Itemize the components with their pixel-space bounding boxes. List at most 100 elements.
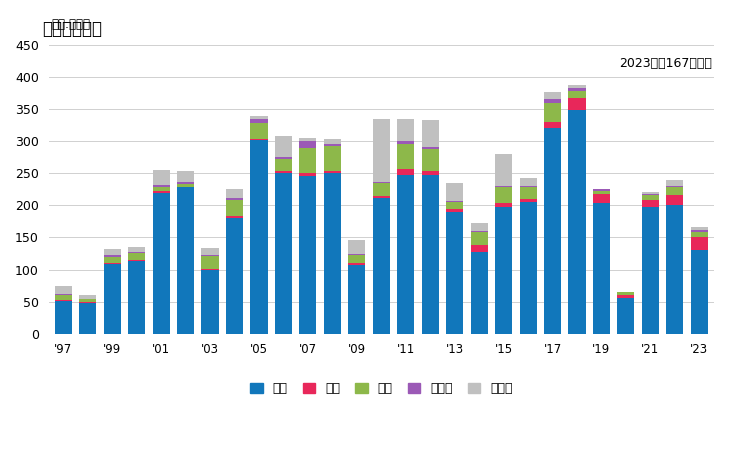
Bar [569, 85, 585, 88]
Bar [471, 231, 488, 232]
Bar [128, 261, 145, 334]
Bar [666, 187, 683, 195]
Bar [348, 240, 365, 254]
Bar [544, 103, 561, 122]
Bar [569, 91, 585, 98]
Bar [642, 195, 659, 200]
Bar [324, 144, 341, 146]
Bar [55, 295, 72, 300]
Bar [495, 186, 512, 187]
Bar [348, 256, 365, 263]
Bar [104, 265, 121, 334]
Bar [495, 207, 512, 334]
Bar [520, 199, 537, 202]
Bar [642, 207, 659, 334]
Bar [275, 157, 292, 158]
Bar [348, 254, 365, 256]
Bar [275, 136, 292, 157]
Bar [348, 265, 365, 334]
Bar [300, 176, 316, 334]
Bar [152, 191, 170, 193]
Bar [177, 184, 194, 187]
Text: 2023年：167万トン: 2023年：167万トン [619, 58, 712, 70]
Bar [421, 149, 439, 171]
Bar [495, 203, 512, 207]
Bar [446, 201, 463, 202]
Bar [520, 187, 537, 199]
Bar [275, 173, 292, 334]
Bar [495, 187, 512, 203]
Legend: 米国, 豪州, タイ, インド, その他: 米国, 豪州, タイ, インド, その他 [245, 378, 518, 401]
Bar [593, 189, 610, 191]
Bar [128, 253, 145, 260]
Bar [55, 300, 72, 301]
Bar [55, 301, 72, 334]
Bar [152, 170, 170, 185]
Bar [324, 171, 341, 173]
Bar [544, 122, 561, 128]
Bar [593, 194, 610, 203]
Bar [324, 146, 341, 171]
Bar [691, 232, 708, 237]
Bar [226, 198, 243, 200]
Bar [79, 303, 96, 334]
Bar [201, 248, 219, 255]
Bar [251, 119, 268, 122]
Bar [446, 202, 463, 208]
Bar [177, 187, 194, 334]
Bar [226, 216, 243, 218]
Bar [348, 263, 365, 265]
Bar [520, 186, 537, 187]
Bar [324, 173, 341, 334]
Bar [373, 196, 390, 198]
Bar [446, 208, 463, 212]
Bar [104, 249, 121, 256]
Bar [275, 171, 292, 173]
Bar [152, 187, 170, 191]
Bar [520, 178, 537, 186]
Bar [691, 250, 708, 334]
Bar [373, 182, 390, 183]
Bar [421, 175, 439, 334]
Bar [397, 169, 414, 175]
Bar [666, 195, 683, 205]
Bar [152, 185, 170, 187]
Bar [373, 119, 390, 182]
Bar [397, 141, 414, 144]
Bar [397, 175, 414, 334]
Bar [544, 128, 561, 334]
Bar [226, 200, 243, 216]
Bar [104, 263, 121, 265]
Bar [446, 212, 463, 334]
Bar [300, 141, 316, 148]
Bar [226, 218, 243, 334]
Bar [201, 255, 219, 256]
Bar [55, 294, 72, 295]
Bar [177, 171, 194, 182]
Bar [495, 154, 512, 186]
Bar [471, 252, 488, 334]
Bar [421, 120, 439, 147]
Bar [666, 186, 683, 187]
Bar [642, 194, 659, 195]
Bar [201, 256, 219, 269]
Bar [544, 99, 561, 103]
Bar [300, 138, 316, 141]
Bar [79, 299, 96, 302]
Bar [446, 183, 463, 201]
Bar [128, 247, 145, 252]
Bar [617, 298, 634, 334]
Bar [593, 191, 610, 194]
Bar [642, 200, 659, 207]
Bar [201, 270, 219, 334]
Bar [79, 295, 96, 299]
Bar [251, 139, 268, 140]
Bar [421, 171, 439, 175]
Text: 輸出量の推移: 輸出量の推移 [42, 20, 102, 38]
Bar [666, 180, 683, 186]
Bar [324, 139, 341, 144]
Bar [569, 110, 585, 334]
Bar [251, 122, 268, 139]
Bar [617, 292, 634, 295]
Bar [128, 260, 145, 261]
